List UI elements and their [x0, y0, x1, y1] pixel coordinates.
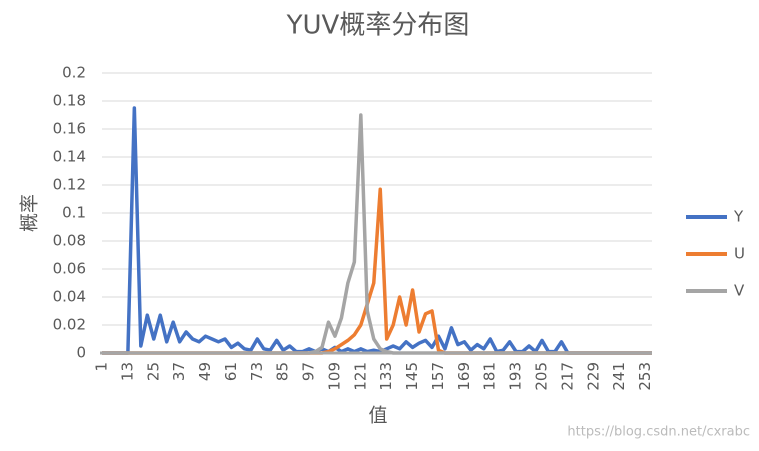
chart-title: YUV概率分布图 — [286, 11, 470, 41]
y-tick-label: 0.14 — [53, 148, 86, 166]
y-tick-label: 0.02 — [53, 316, 86, 334]
y-axis-title: 概率 — [19, 194, 41, 232]
y-tick-label: 0.04 — [53, 288, 86, 306]
x-tick-label: 145 — [403, 362, 421, 391]
y-tick-label: 0.06 — [53, 260, 86, 278]
x-tick-label: 85 — [274, 362, 292, 381]
legend-label: V — [734, 282, 745, 300]
x-tick-label: 253 — [636, 362, 654, 391]
watermark: https://blog.csdn.net/cxrabc — [567, 425, 750, 440]
x-tick-label: 241 — [610, 362, 628, 391]
x-tick-label: 109 — [325, 362, 343, 391]
x-tick-label: 37 — [170, 362, 188, 381]
x-tick-label: 193 — [507, 362, 525, 391]
x-tick-label: 181 — [481, 362, 499, 391]
x-tick-label: 133 — [377, 362, 395, 391]
x-tick-label: 205 — [533, 362, 551, 391]
y-tick-label: 0.08 — [53, 232, 86, 250]
x-tick-label: 73 — [248, 362, 266, 381]
y-tick-label: 0.16 — [53, 120, 86, 138]
x-tick-label: 229 — [584, 362, 602, 391]
x-tick-label: 97 — [300, 362, 318, 381]
x-tick-label: 61 — [222, 362, 240, 381]
y-tick-label: 0.2 — [62, 64, 86, 82]
x-tick-label: 25 — [144, 362, 162, 381]
series-line — [102, 187, 652, 355]
x-tick-label: 1 — [93, 362, 111, 372]
x-tick-label: 13 — [118, 362, 136, 381]
x-tick-label: 121 — [351, 362, 369, 391]
legend-label: U — [734, 245, 745, 263]
y-tick-label: 0 — [76, 344, 86, 362]
legend-label: Y — [733, 208, 744, 226]
series-line — [102, 106, 652, 355]
x-tick-label: 169 — [455, 362, 473, 391]
y-tick-label: 0.1 — [62, 204, 86, 222]
x-tick-label: 217 — [558, 362, 576, 391]
x-tick-label: 49 — [196, 362, 214, 381]
x-axis-title: 值 — [368, 405, 387, 427]
y-tick-label: 0.12 — [53, 176, 86, 194]
x-tick-label: 157 — [429, 362, 447, 391]
y-tick-label: 0.18 — [53, 92, 86, 110]
